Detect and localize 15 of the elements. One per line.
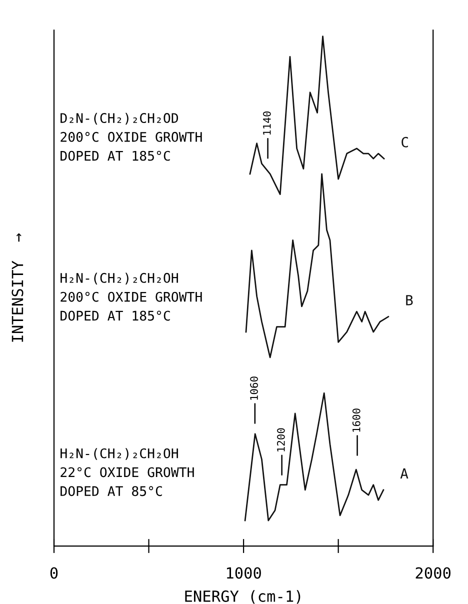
y-axis-title: INTENSITY → xyxy=(12,233,24,342)
x-tick-label: 1000 xyxy=(226,567,261,579)
series-label: A xyxy=(400,468,408,479)
annotation: 1600 xyxy=(352,408,360,432)
x-axis-title: ENERGY (cm-1) xyxy=(185,590,300,604)
annotation: 1140 xyxy=(262,111,271,135)
annotation: 1060 xyxy=(250,376,258,400)
annotation: H₂N-(CH₂)₂CH₂OH 200°C OXIDE GROWTH DOPED AT 185°C xyxy=(60,272,202,321)
x-tick-label: 2000 xyxy=(416,567,450,579)
series-label: B xyxy=(406,295,413,306)
annotation: D₂N-(CH₂)₂CH₂OD 200°C OXIDE GROWTH DOPED AT 185°C xyxy=(60,112,202,161)
annotation: H₂N-(CH₂)₂CH₂OH 22°C OXIDE GROWTH DOPED AT 85°C xyxy=(60,448,194,496)
annotation: 1200 xyxy=(277,428,285,452)
x-tick-label: 0 xyxy=(50,567,58,579)
series-label: C xyxy=(402,136,408,148)
